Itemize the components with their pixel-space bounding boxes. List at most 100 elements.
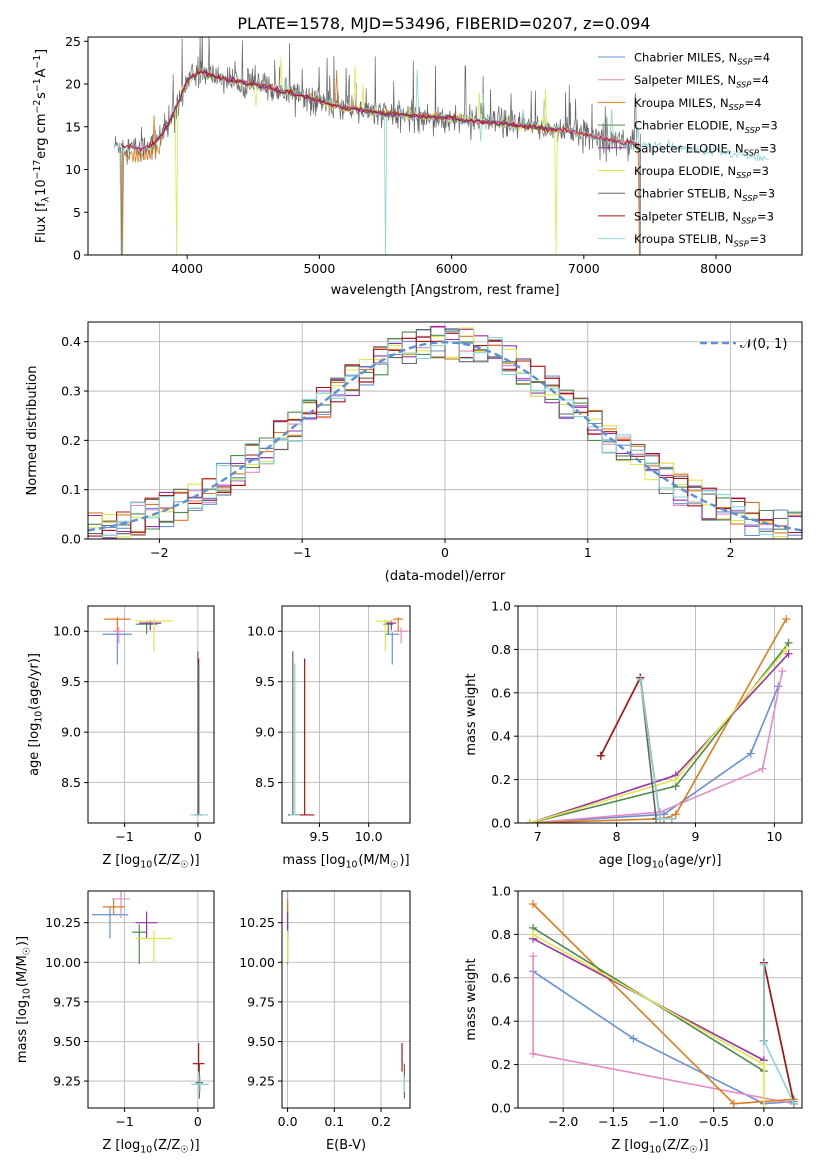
x-tick-label: −1 — [115, 829, 133, 844]
errorbar-point — [135, 619, 173, 652]
y-tick-label: 0.0 — [491, 816, 511, 831]
x-tick-label: 0.2 — [371, 1114, 391, 1129]
x-tick-label: 1 — [584, 545, 592, 560]
figure-title: PLATE=1578, MJD=53496, FIBERID=0207, z=0… — [237, 14, 650, 33]
y-tick-label: 8.5 — [255, 775, 275, 790]
plot-area — [287, 617, 409, 816]
axes-frame — [87, 36, 803, 256]
series-marker — [784, 649, 793, 658]
y-tick-label: 0.8 — [491, 927, 511, 942]
y-tick-label: 0.2 — [491, 1057, 511, 1072]
x-axis-label: age [log10 (age/yr)] — [599, 853, 722, 871]
x-axis-label: (data-model)/error — [385, 569, 506, 584]
series-line — [529, 642, 790, 823]
errorbar-point — [104, 617, 131, 632]
errorbar-point — [139, 620, 162, 631]
y-tick-label: 0.4 — [491, 729, 511, 744]
spectrum-line — [120, 70, 638, 153]
y-tick-label: 9.5 — [61, 674, 81, 689]
errorbar-point — [135, 911, 158, 939]
series-marker — [656, 814, 664, 823]
series-marker — [525, 819, 534, 823]
y-tick-label: 10.25 — [45, 915, 81, 930]
series-marker — [746, 749, 755, 758]
x-tick-label: 7000 — [568, 261, 600, 276]
y-axis-label: mass weight — [464, 958, 479, 1040]
y-tick-label: 10.00 — [45, 955, 81, 970]
series-line — [532, 970, 795, 1105]
x-tick-label: 0.0 — [278, 1114, 298, 1129]
y-tick-label: 0.8 — [491, 642, 511, 657]
axes-frame — [517, 605, 803, 824]
series-marker — [784, 638, 793, 647]
axes-frame — [517, 890, 803, 1109]
series-marker — [529, 900, 538, 909]
y-tick-label: 0 — [73, 248, 81, 263]
y-tick-label: 9.25 — [247, 1074, 275, 1089]
chart-age_vs_mass: 9.5 10.0 8.5 9.0 9.5 10.0 mass [log10 (M/M☉ )] — [247, 605, 411, 871]
y-axis-label: mass weight — [464, 673, 479, 755]
plot-area — [91, 891, 209, 1099]
y-tick-label: 0.0 — [491, 1101, 511, 1116]
errorbar-point — [102, 632, 132, 665]
x-tick-label: 0 — [194, 829, 202, 844]
x-tick-label: −2.0 — [548, 1114, 578, 1129]
errorbar-point — [375, 619, 396, 652]
series-line — [600, 674, 672, 820]
y-tick-label: 9.25 — [53, 1074, 81, 1089]
y-axis-label: age [log10 (age/yr)] — [27, 653, 45, 776]
chart-residuals: −2 −1 0 1 2 0.0 0.1 0.2 0.3 0.4 (data-model)/error… — [25, 321, 803, 584]
plot-area — [114, 37, 770, 255]
series-line — [600, 674, 672, 820]
y-tick-label: 9.5 — [255, 674, 275, 689]
series-marker — [636, 675, 645, 684]
series-marker — [667, 814, 676, 823]
series-marker — [529, 930, 538, 939]
y-tick-label: 0.4 — [491, 1014, 511, 1029]
x-tick-label: 7 — [534, 829, 542, 844]
y-tick-label: 0.0 — [61, 532, 81, 547]
legend-label: Salpeter MILES, NSSP =4 — [634, 73, 769, 89]
axes-frame — [281, 890, 411, 1109]
x-axis-label: E(B-V) — [326, 1138, 366, 1153]
series-marker — [759, 960, 768, 969]
legend-label: Salpeter ELODIE, NSSP =3 — [634, 141, 777, 157]
series-marker — [629, 1034, 638, 1043]
y-tick-label: 10.25 — [239, 915, 275, 930]
y-tick-label: 0.3 — [61, 384, 81, 399]
x-tick-label: −1 — [115, 1114, 133, 1129]
legend-label: 𝒩(0, 1) — [740, 337, 787, 352]
y-tick-label: 10.0 — [247, 624, 275, 639]
errorbar-point — [112, 627, 125, 644]
y-tick-label: 9.50 — [53, 1034, 81, 1049]
plot-area — [88, 325, 802, 539]
plots: 4000 5000 6000 7000 80000510152025wavelength… — [15, 34, 803, 1156]
series-marker — [671, 810, 680, 819]
x-axis-label: Z [log10 (Z/Z☉ )] — [611, 1138, 708, 1156]
errorbar-point — [386, 620, 397, 631]
x-axis-label: Z [log10 (Z/Z☉ )] — [102, 1138, 199, 1156]
y-tick-label: 9.50 — [247, 1034, 275, 1049]
errorbar-point — [102, 898, 125, 915]
x-tick-label: 9.5 — [309, 829, 329, 844]
x-tick-label: 8 — [613, 829, 621, 844]
errorbar-point — [190, 663, 209, 816]
y-axis-label: Normed distribution — [25, 366, 40, 496]
chart-weight_vs_age: 7 8 9 10 0.0 0.2 0.4 0.6 0.8 1.0 age [log10 (age/y… — [464, 599, 803, 871]
errorbar-point — [385, 632, 400, 665]
x-tick-label: −1 — [293, 545, 311, 560]
chart-weight_vs_Z: −2.0 −1.5 −1.0 −0.5 0.0 0.0 0.2 0.4 0.6 0.8 1.0 Z [… — [464, 884, 803, 1156]
legend-label: Salpeter STELIB, NSSP =3 — [634, 209, 774, 225]
y-tick-label: 10.0 — [53, 624, 81, 639]
series-marker — [759, 1104, 768, 1108]
errorbar-point — [135, 930, 173, 963]
x-tick-label: 0.0 — [754, 1114, 774, 1129]
series-marker — [782, 615, 791, 624]
axes-frame — [87, 605, 215, 824]
legend-label: Chabrier MILES, NSSP =4 — [634, 51, 770, 67]
series-line — [529, 670, 784, 823]
y-tick-label: 9.75 — [247, 994, 275, 1009]
y-tick-label: 0.2 — [491, 772, 511, 787]
y-tick-label: 0.2 — [61, 433, 81, 448]
